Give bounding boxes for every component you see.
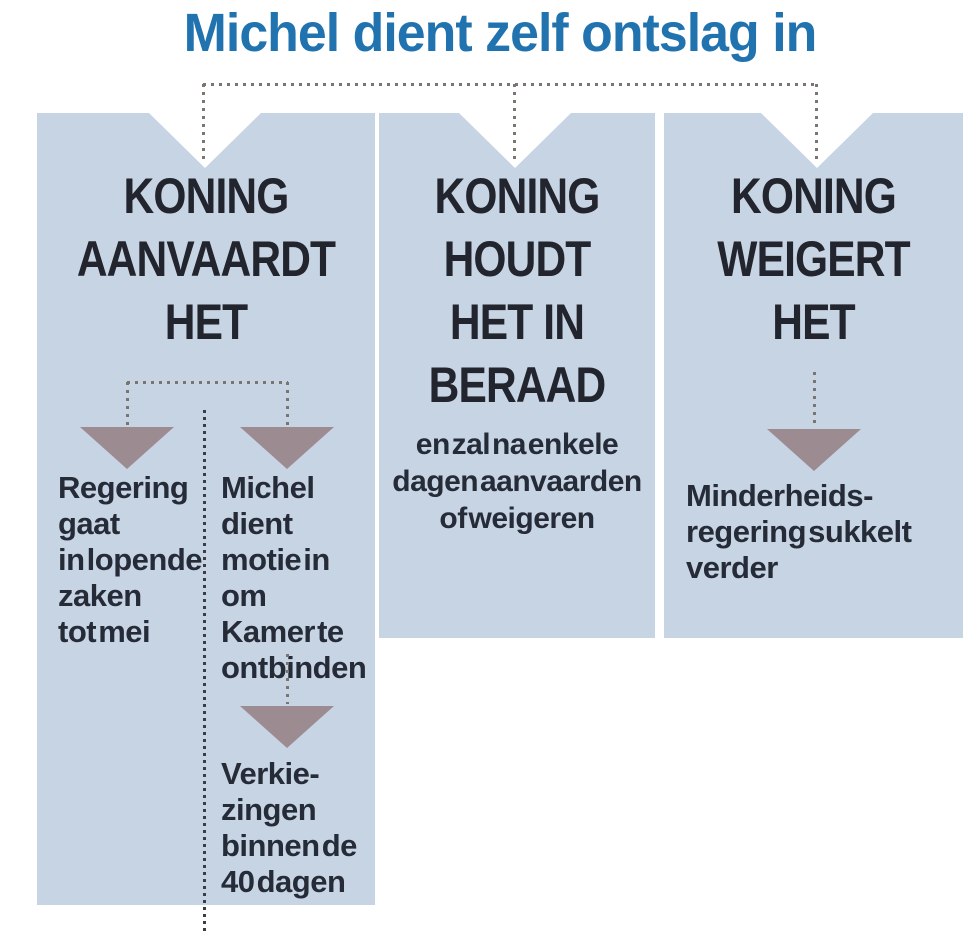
column2-heading-line: HET IN <box>449 294 585 350</box>
column1-branch-separator <box>203 410 206 932</box>
connector-drop-column2 <box>513 84 516 160</box>
label-line: dagen aanvaarden <box>392 465 642 498</box>
column3-branch-label: Minderheids- regering sukkelt verder <box>686 478 936 586</box>
column1-branch-drop-left <box>126 382 129 427</box>
label-line: motie in om <box>221 542 330 613</box>
label-line: Michel <box>221 470 315 505</box>
label-line: in lopende <box>58 542 203 577</box>
label-line: regering sukkelt <box>686 514 912 549</box>
column3-branch-drop <box>813 372 816 427</box>
column2-heading: KONING HOUDT HET IN BERAAD <box>400 165 635 417</box>
label-line: Kamer te <box>221 614 344 649</box>
connector-drop-column1 <box>202 84 205 160</box>
column3-heading-line: WEIGERT <box>717 231 910 287</box>
page-title: Michel dient zelf ontslag in <box>183 3 818 63</box>
column1-branch-drop-right <box>286 382 289 427</box>
column1-branch1-label: Regering gaat in lopende zaken tot mei <box>58 470 203 650</box>
column-panel-koning-aanvaardt <box>37 113 375 905</box>
column3-heading: KONING WEIGERT HET <box>686 165 940 354</box>
column-panel-koning-houdt-beraad <box>379 113 655 638</box>
column1-branch2-label: Michel dient motie in om Kamer te ontbin… <box>221 470 371 686</box>
label-line: tot mei <box>58 614 151 649</box>
label-line: Verkie- <box>221 756 320 791</box>
connector-drop-column3 <box>815 84 818 160</box>
label-line: zaken <box>58 578 142 613</box>
column1-heading-line: AANVAARDT <box>76 231 336 287</box>
connector-top-horizontal <box>203 83 818 86</box>
column2-subtext: en zal na enkele dagen aanvaarden of wei… <box>379 426 655 537</box>
label-line: ontbinden <box>221 650 367 685</box>
column1-branch-horizontal <box>127 381 288 384</box>
label-line: dient <box>221 506 293 541</box>
label-line: zingen <box>221 792 317 827</box>
label-line: gaat <box>58 506 120 541</box>
column2-heading-line: KONING <box>434 168 601 224</box>
column2-heading-line: HOUDT <box>443 231 592 287</box>
column2-heading-line: BERAAD <box>428 357 607 413</box>
label-line: en zal na enkele <box>415 428 619 461</box>
label-line: verder <box>686 550 778 585</box>
column3-heading-line: KONING <box>731 168 897 224</box>
column1-heading-line: KONING <box>123 168 290 224</box>
column1-followup-label: Verkie- zingen binnen de 40 dagen <box>221 756 371 900</box>
column1-heading-line: HET <box>164 294 248 350</box>
label-line: of weigeren <box>439 502 595 535</box>
label-line: binnen de <box>221 828 357 863</box>
label-line: Regering <box>58 470 189 505</box>
column3-heading-line: HET <box>772 294 855 350</box>
column1-followup-drop <box>286 654 289 704</box>
label-line: 40 dagen <box>221 864 346 899</box>
label-line: Minderheids- <box>686 478 873 513</box>
column1-heading: KONING AANVAARDT HET <box>62 165 349 354</box>
